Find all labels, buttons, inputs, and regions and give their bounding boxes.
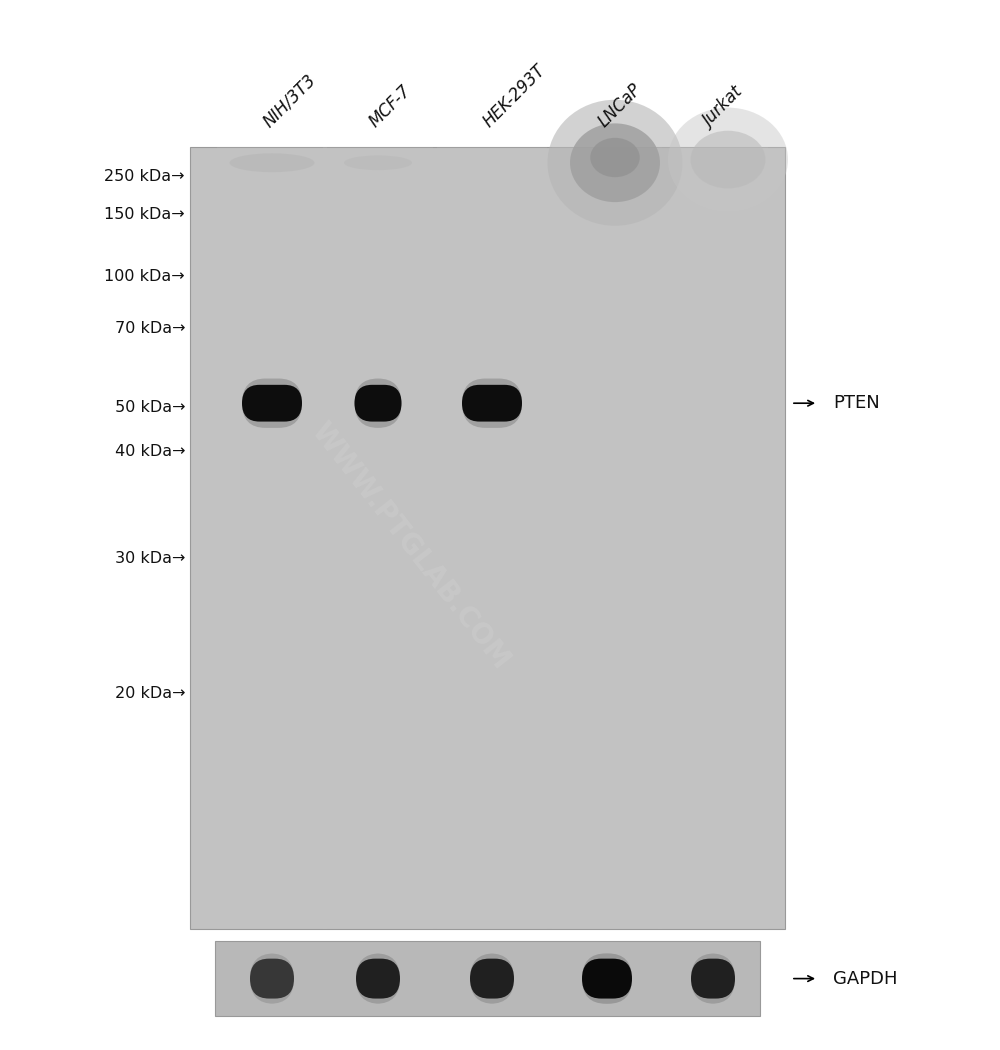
- FancyBboxPatch shape: [462, 384, 522, 421]
- Text: 50 kDa→: 50 kDa→: [110, 400, 185, 415]
- FancyBboxPatch shape: [356, 959, 400, 999]
- Ellipse shape: [690, 131, 766, 189]
- Bar: [658, 147, 768, 929]
- Text: NIH/3T3: NIH/3T3: [259, 71, 319, 131]
- FancyBboxPatch shape: [470, 953, 514, 1004]
- Ellipse shape: [668, 108, 788, 212]
- Text: Jurkat: Jurkat: [700, 84, 747, 131]
- Bar: [217, 147, 327, 929]
- FancyBboxPatch shape: [354, 378, 401, 428]
- Text: 100 kDa→: 100 kDa→: [104, 269, 185, 284]
- FancyBboxPatch shape: [250, 953, 294, 1004]
- FancyBboxPatch shape: [582, 953, 632, 1004]
- Text: 30 kDa→: 30 kDa→: [110, 551, 185, 566]
- Text: 150 kDa→: 150 kDa→: [104, 207, 185, 222]
- Text: 70 kDa→: 70 kDa→: [110, 321, 185, 336]
- Bar: [437, 147, 547, 929]
- Text: GAPDH: GAPDH: [833, 969, 898, 988]
- Bar: [323, 147, 433, 929]
- FancyBboxPatch shape: [691, 959, 735, 999]
- FancyBboxPatch shape: [354, 384, 401, 421]
- Text: 40 kDa→: 40 kDa→: [110, 444, 185, 459]
- Text: 250 kDa→: 250 kDa→: [104, 169, 185, 184]
- Ellipse shape: [570, 124, 660, 202]
- FancyBboxPatch shape: [242, 378, 302, 428]
- FancyBboxPatch shape: [462, 378, 522, 428]
- Ellipse shape: [230, 153, 314, 172]
- FancyBboxPatch shape: [242, 384, 302, 421]
- Ellipse shape: [590, 138, 640, 177]
- FancyBboxPatch shape: [691, 953, 735, 1004]
- Bar: [552, 147, 662, 929]
- FancyBboxPatch shape: [582, 959, 632, 999]
- FancyBboxPatch shape: [250, 959, 294, 999]
- Text: HEK-293T: HEK-293T: [479, 62, 549, 131]
- Text: PTEN: PTEN: [833, 394, 880, 413]
- Text: WWW.PTGLAB.COM: WWW.PTGLAB.COM: [305, 418, 515, 674]
- Bar: [190, 147, 785, 929]
- FancyBboxPatch shape: [470, 959, 514, 999]
- Text: LNCaP: LNCaP: [594, 81, 645, 131]
- Bar: [215, 941, 760, 1016]
- FancyBboxPatch shape: [356, 953, 400, 1004]
- Text: 20 kDa→: 20 kDa→: [110, 686, 185, 700]
- Ellipse shape: [548, 100, 682, 226]
- Text: MCF-7: MCF-7: [365, 82, 414, 131]
- Ellipse shape: [344, 155, 412, 170]
